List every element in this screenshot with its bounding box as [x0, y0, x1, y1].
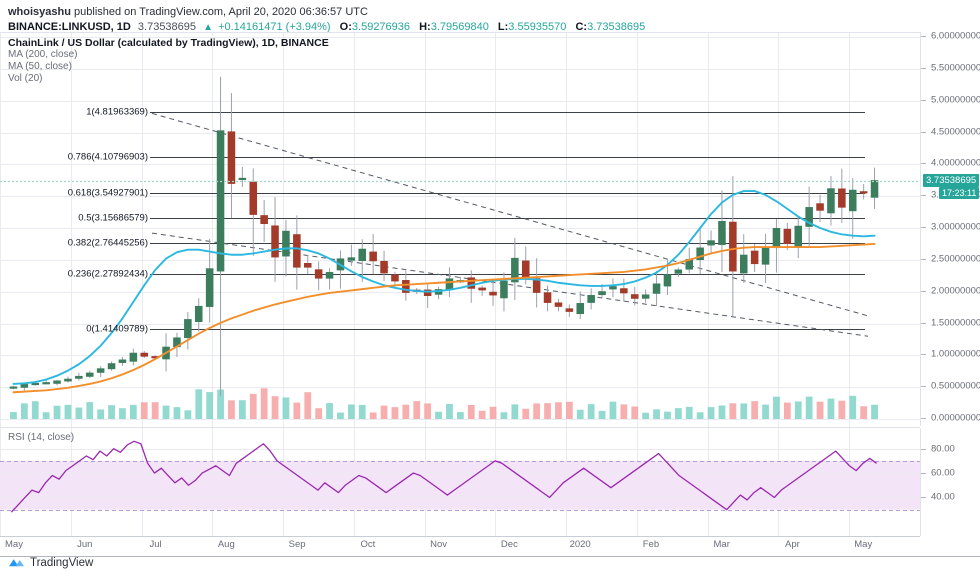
price-axis-tick [921, 290, 926, 292]
price-axis-tick [921, 322, 926, 324]
rsi-chart-svg[interactable] [0, 428, 921, 536]
open-value: 3.59276936 [351, 21, 411, 33]
price-axis-tick-label: 0.50000000 [931, 380, 980, 392]
quote-line: BINANCE:LINKUSD, 1D 3.73538695 ▲ +0.1416… [8, 20, 972, 35]
price-axis-tick [921, 195, 926, 197]
date-axis-tick-label: Jun [77, 539, 93, 550]
fib-level-label: 0.236(2.27892434) [67, 268, 148, 280]
fib-level-label: 0.618(3.54927901) [67, 187, 148, 199]
publish-text: published on TradingView.com, April 20, … [70, 6, 368, 18]
author-name: whoisyashu [8, 6, 71, 18]
chart-header: whoisyashu published on TradingView.com,… [0, 0, 980, 35]
low-label: L: [497, 21, 509, 33]
date-axis-tick-label: Jul [149, 539, 162, 550]
price-axis-tick-label: 5.00000000 [931, 94, 980, 106]
price-axis-tick-label: 2.00000000 [931, 285, 980, 297]
current-price-badge: 3.73538695 [923, 173, 980, 187]
rsi-axis[interactable]: 80.00 60.00 40.00 [920, 428, 980, 536]
tradingview-wordmark: TradingView [30, 556, 94, 569]
legend-ma200[interactable]: MA (200, close) [8, 49, 78, 60]
date-axis-tick-label: 2020 [569, 539, 591, 550]
price-axis-tick [921, 418, 926, 419]
rsi-axis-tick [921, 448, 926, 450]
price-axis-tick-label: 4.00000000 [931, 157, 980, 169]
price-legend: ChainLink / US Dollar (calculated by Tra… [8, 37, 329, 85]
rsi-axis-tick [921, 473, 926, 475]
fib-level-label: 0.382(2.76445256) [67, 237, 148, 249]
price-axis-tick-label: 5.50000000 [931, 62, 980, 74]
publish-info: whoisyashu published on TradingView.com,… [8, 6, 972, 19]
rsi-axis-tick-label: 60.00 [931, 467, 955, 479]
close-label: C: [575, 21, 588, 33]
tradingview-logo-icon [9, 559, 24, 567]
price-axis-tick [921, 386, 926, 388]
date-axis-tick-label: Oct [360, 539, 376, 550]
rsi-legend[interactable]: RSI (14, close) [8, 432, 75, 443]
price-change: +0.14161471 (+3.94%) [218, 21, 331, 33]
open-label: O: [339, 21, 352, 33]
price-axis-tick-label: 2.50000000 [931, 253, 980, 265]
price-axis-tick [921, 163, 926, 165]
rsi-axis-tick [921, 497, 926, 499]
fib-level-label: 1(4.81963369) [86, 106, 148, 118]
close-value: 3.73538695 [587, 21, 646, 33]
date-axis-tick-label: Feb [642, 539, 660, 550]
price-axis[interactable]: 6.00000000 5.50000000 5.00000000 4.50000000… [920, 30, 980, 426]
price-chart-svg[interactable] [0, 33, 921, 427]
high-label: H: [419, 21, 431, 33]
fib-level-label: 0.786(4.10796903) [67, 151, 148, 163]
rsi-axis-tick-label: 80.00 [931, 443, 955, 455]
legend-vol[interactable]: Vol (20) [8, 73, 43, 84]
chart-title: ChainLink / US Dollar (calculated by Tra… [8, 37, 329, 49]
fib-level-label: 0.5(3.15686579) [78, 212, 148, 224]
chart-area[interactable]: ChainLink / US Dollar (calculated by Tra… [0, 30, 980, 580]
date-axis-tick-label: Nov [430, 539, 448, 550]
rsi-pane[interactable]: RSI (14, close) [0, 428, 921, 537]
low-value: 3.55935570 [508, 21, 567, 33]
price-axis-tick [921, 227, 926, 228]
price-axis-tick [921, 131, 926, 133]
price-axis-tick-label: 4.50000000 [931, 126, 980, 137]
date-axis[interactable]: May Jun Jul Aug Sep Oct Nov Dec 2020 Feb Mar Apr May [0, 536, 980, 557]
legend-ma50[interactable]: MA (50, close) [8, 61, 72, 72]
rsi-axis-tick-label: 40.00 [931, 491, 955, 503]
price-axis-tick [921, 258, 926, 260]
high-value: 3.79569840 [430, 21, 489, 33]
price-axis-tick [921, 36, 926, 37]
price-axis-tick-label: 0.00000000 [931, 412, 980, 424]
price-axis-tick-label: 1.50000000 [931, 317, 980, 328]
countdown-badge: 17:23:11 [939, 187, 980, 200]
price-axis-tick-label: 1.00000000 [931, 348, 980, 360]
price-axis-tick-label: 6.00000000 [931, 30, 980, 42]
date-axis-tick-label: Dec [500, 539, 518, 550]
date-axis-tick-label: May [5, 539, 23, 550]
price-pane[interactable]: ChainLink / US Dollar (calculated by Tra… [0, 32, 921, 428]
date-axis-tick-label: Apr [785, 539, 800, 550]
tradingview-logo[interactable]: TradingView [8, 556, 93, 569]
date-axis-tick-label: Mar [713, 539, 730, 550]
price-axis-tick [921, 99, 926, 101]
price-axis-tick [921, 67, 926, 69]
date-axis-tick-label: Sep [288, 539, 306, 550]
fib-level-label: 0(1.41409789) [86, 323, 148, 335]
price-axis-tick [921, 354, 926, 356]
up-triangle-icon: ▲ [203, 22, 213, 33]
date-axis-tick-label: May [854, 539, 873, 550]
price-axis-tick-label: 3.00000000 [931, 221, 980, 233]
last-price: 3.73538695 [137, 21, 197, 33]
date-axis-tick-label: Aug [217, 539, 235, 550]
symbol-label[interactable]: BINANCE:LINKUSD, 1D [8, 21, 131, 33]
